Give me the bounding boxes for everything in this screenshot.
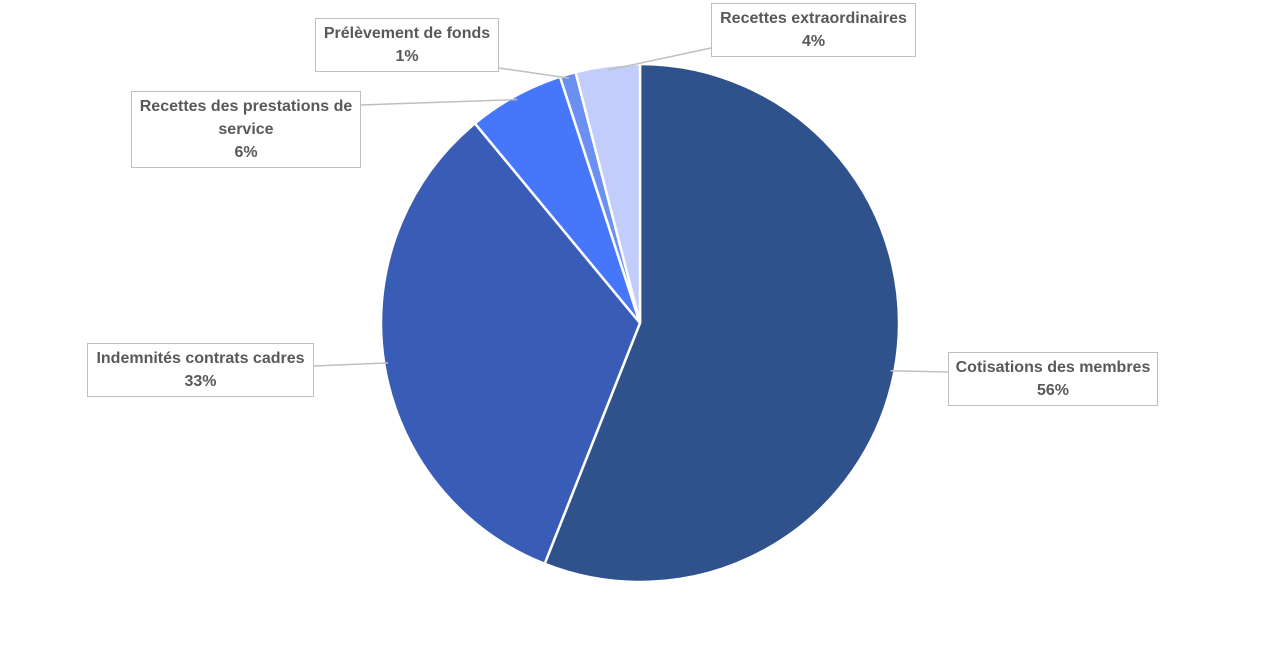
data-label: Recettes extraordinaires 4% [711,3,916,57]
leader-line [498,67,569,79]
category-name: Cotisations des membres [955,359,1151,376]
data-label: Cotisations des membres 56% [948,352,1158,406]
category-name: Recettes extraordinaires [720,10,907,27]
category-name: Indemnités contrats cadres [96,350,305,367]
leader-line [890,370,949,373]
data-label: Recettes des prestations de service 6% [131,91,361,168]
data-label: Prélèvement de fonds 1% [315,18,499,72]
pie-slice [574,62,642,324]
data-label: Indemnités contrats cadres 33% [87,343,314,397]
percent-label: 6% [234,144,258,161]
percent-label: 33% [184,373,217,390]
percent-label: 56% [1036,382,1070,399]
category-name: Recettes des prestations de service [139,98,353,138]
leader-line [360,98,518,106]
percent-label: 4% [801,33,826,50]
category-name: Prélèvement de fonds [323,25,491,42]
percent-label: 1% [395,48,419,65]
leader-line [313,362,389,367]
leader-line [607,47,712,71]
